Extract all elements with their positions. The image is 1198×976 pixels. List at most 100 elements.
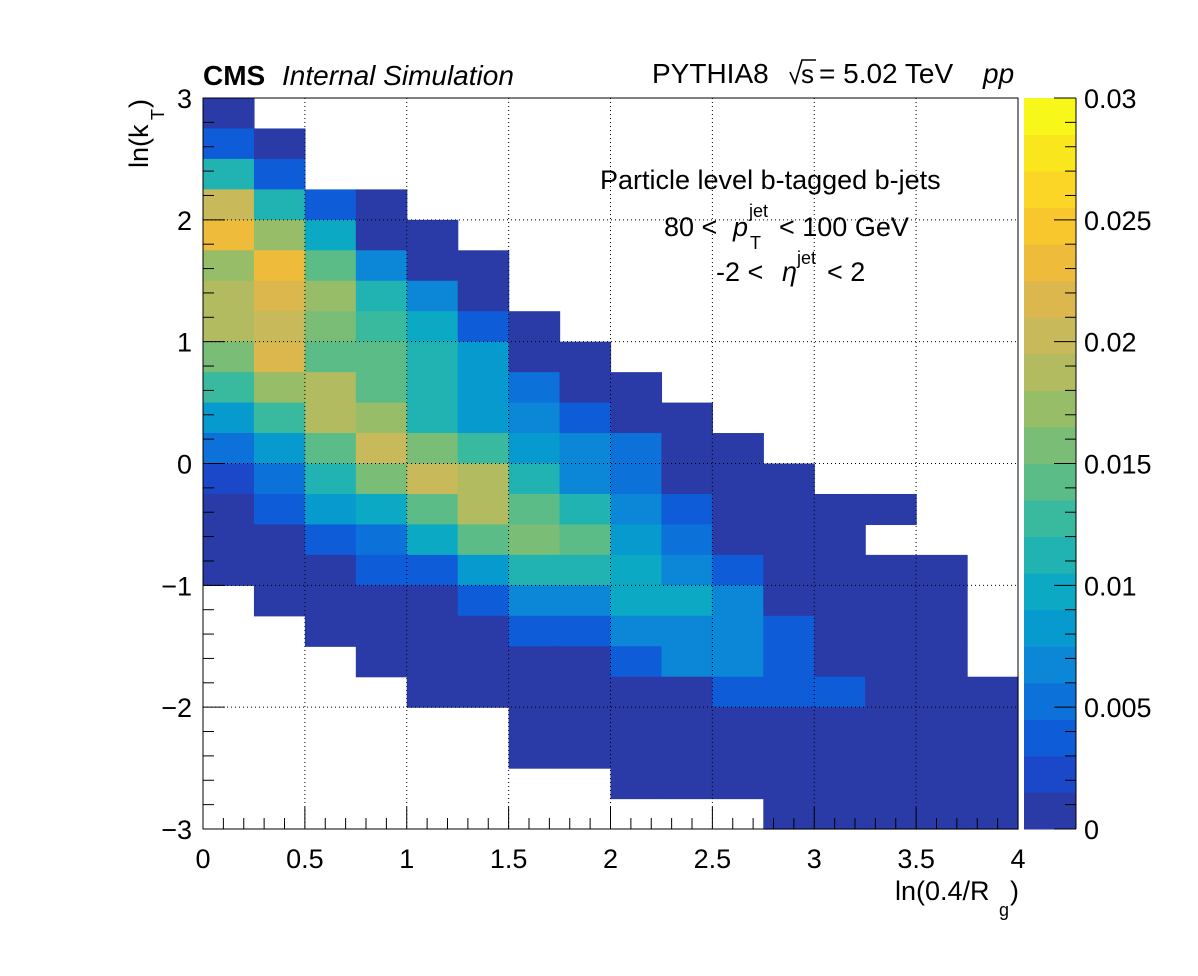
heatmap-cell: [406, 615, 459, 647]
heatmap-cell: [712, 524, 764, 556]
svg-text:T: T: [148, 109, 168, 120]
heatmap-cell: [610, 433, 663, 465]
heatmap-cell: [406, 219, 459, 251]
heatmap-cell: [661, 524, 713, 556]
color-scale-band: [1024, 317, 1076, 355]
heatmap-cell: [610, 372, 663, 404]
heatmap-cell: [203, 158, 255, 190]
heatmap-cell: [865, 615, 917, 647]
heatmap-cell: [355, 646, 408, 678]
heatmap-cell: [610, 585, 663, 617]
heatmap-cell: [712, 768, 764, 800]
heatmap-cell: [406, 493, 459, 526]
heatmap-cell: [508, 402, 561, 434]
heatmap-cell: [355, 524, 408, 556]
heatmap-cell: [355, 311, 408, 343]
color-scale-band: [1024, 719, 1076, 757]
heatmap-cell: [457, 280, 510, 312]
heatmap-cell: [203, 463, 255, 495]
heatmap-cell: [457, 524, 510, 556]
y-axis-title: ln(k T ): [124, 99, 168, 168]
heatmap-cell: [355, 219, 408, 251]
heatmap-cell: [967, 798, 1019, 830]
heatmap-cell: [610, 646, 663, 678]
heatmap-cell: [916, 615, 968, 647]
heatmap-cell: [763, 463, 815, 495]
heatmap-cell: [457, 372, 510, 404]
heatmap-cell: [967, 676, 1019, 708]
heatmap-cell: [610, 524, 663, 556]
heatmap-cell: [508, 433, 561, 465]
heatmap-cell: [712, 493, 764, 526]
heatmap-cell: [457, 341, 510, 373]
heatmap-cell: [610, 768, 663, 800]
generator-label: PYTHIA8: [652, 58, 769, 89]
pt-superscript: jet: [748, 201, 768, 221]
heatmap-cell: [253, 189, 306, 221]
heatmap-cell: [508, 554, 561, 586]
heatmap-cell: [865, 768, 917, 800]
heatmap-cell: [253, 158, 306, 190]
y-tick-label: −2: [161, 693, 192, 723]
x-axis-title-close: ): [1010, 876, 1019, 906]
heatmap-cell: [661, 402, 713, 434]
heatmap-cell: [814, 493, 866, 526]
annotation-line1: Particle level b-tagged b-jets: [600, 165, 941, 195]
color-scale-band: [1024, 98, 1076, 136]
eta-lower: -2 <: [716, 257, 763, 287]
color-scale-band: [1024, 426, 1076, 464]
color-scale-label: 0.005: [1084, 693, 1152, 723]
x-axis-title-subscript: g: [999, 900, 1009, 920]
color-scale-band: [1024, 573, 1076, 611]
heatmap-cell: [406, 433, 459, 465]
cms-label: CMS: [203, 60, 265, 91]
color-scale-band: [1024, 171, 1076, 209]
color-scale-band: [1024, 609, 1076, 647]
heatmap-cell: [253, 372, 306, 404]
sqrt-symbol: [789, 59, 816, 86]
energy-label: = 5.02 TeV: [819, 58, 953, 89]
heatmap-cell: [559, 463, 612, 495]
heatmap-cell: [203, 554, 255, 586]
heatmap-cell: [916, 798, 968, 830]
heatmap-cell: [304, 311, 357, 343]
heatmap-cell: [253, 493, 306, 526]
pt-symbol: p: [732, 212, 748, 242]
heatmap-cell: [508, 372, 561, 404]
heatmap-cell: [610, 402, 663, 434]
heatmap-cell: [253, 219, 306, 251]
heatmap-cell: [203, 524, 255, 556]
heatmap-cell: [253, 524, 306, 556]
heatmap-cell: [406, 554, 459, 586]
y-tick-label: −1: [161, 571, 192, 601]
heatmap-cell: [203, 189, 255, 221]
heatmap-cell: [712, 737, 764, 769]
color-scale-label: 0.03: [1084, 84, 1137, 114]
heatmap-cell: [406, 250, 459, 282]
heatmap-cell: [355, 433, 408, 465]
heatmap-cell: [712, 676, 764, 708]
heatmap-cell: [967, 768, 1019, 800]
heatmap-cell: [865, 554, 917, 586]
heatmap-cell: [203, 402, 255, 434]
heatmap-cell: [304, 280, 357, 312]
x-tick-label: 2.5: [694, 844, 732, 874]
heatmap-cell: [559, 554, 612, 586]
heatmap-cell: [814, 615, 866, 647]
eta-symbol: η: [782, 257, 797, 287]
heatmap-cell: [406, 463, 459, 495]
heatmap-cell: [457, 433, 510, 465]
y-tick-label: 1: [177, 328, 192, 358]
heatmap-cell: [916, 676, 968, 708]
heatmap-cell: [406, 372, 459, 404]
heatmap-cell: [916, 646, 968, 678]
heatmap-cell: [763, 768, 815, 800]
heatmap-cell: [203, 311, 255, 343]
heatmap-cell: [355, 615, 408, 647]
heatmap-cell: [406, 341, 459, 373]
heatmap-cell: [355, 585, 408, 617]
heatmap-cell: [814, 524, 866, 556]
heatmap-cell: [865, 798, 917, 830]
x-tick-label: 3: [807, 844, 822, 874]
y-tick-label: −3: [161, 815, 192, 845]
